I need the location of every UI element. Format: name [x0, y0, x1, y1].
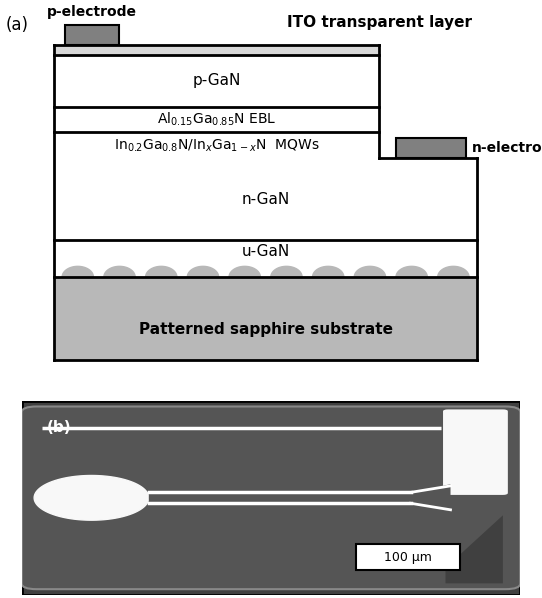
- Text: Patterned sapphire substrate: Patterned sapphire substrate: [139, 322, 392, 337]
- Bar: [54, 54, 379, 106]
- Bar: [54, 158, 477, 240]
- Polygon shape: [62, 266, 93, 277]
- Polygon shape: [446, 515, 503, 584]
- Text: (b): (b): [47, 420, 71, 435]
- Polygon shape: [188, 266, 218, 277]
- Polygon shape: [146, 266, 177, 277]
- Text: Al$_{0.15}$Ga$_{0.85}$N EBL: Al$_{0.15}$Ga$_{0.85}$N EBL: [157, 111, 276, 128]
- Polygon shape: [34, 475, 149, 520]
- Polygon shape: [229, 266, 260, 277]
- Bar: [396, 138, 466, 158]
- Text: 100 μm: 100 μm: [384, 551, 432, 563]
- Bar: [65, 25, 119, 45]
- Polygon shape: [396, 266, 427, 277]
- Bar: [356, 544, 461, 570]
- Polygon shape: [104, 266, 135, 277]
- Bar: [54, 106, 379, 133]
- Text: u-GaN: u-GaN: [241, 243, 290, 258]
- Polygon shape: [354, 266, 385, 277]
- Text: ITO transparent layer: ITO transparent layer: [287, 16, 472, 30]
- Text: (a): (a): [5, 16, 28, 33]
- Text: In$_{0.2}$Ga$_{0.8}$N/In$_x$Ga$_{1-x}$N  MQWs: In$_{0.2}$Ga$_{0.8}$N/In$_x$Ga$_{1-x}$N …: [114, 137, 320, 154]
- Polygon shape: [313, 266, 344, 277]
- Text: p-electrode: p-electrode: [47, 5, 137, 19]
- Bar: [54, 277, 477, 361]
- Polygon shape: [149, 484, 450, 511]
- Bar: [54, 45, 379, 54]
- Polygon shape: [438, 266, 469, 277]
- Text: p-GaN: p-GaN: [192, 73, 241, 88]
- Text: n-GaN: n-GaN: [241, 192, 290, 207]
- FancyBboxPatch shape: [443, 410, 508, 495]
- Polygon shape: [271, 266, 302, 277]
- FancyBboxPatch shape: [22, 407, 520, 589]
- Bar: [54, 133, 379, 158]
- Bar: [54, 240, 477, 277]
- Text: n-electrode: n-electrode: [472, 141, 542, 155]
